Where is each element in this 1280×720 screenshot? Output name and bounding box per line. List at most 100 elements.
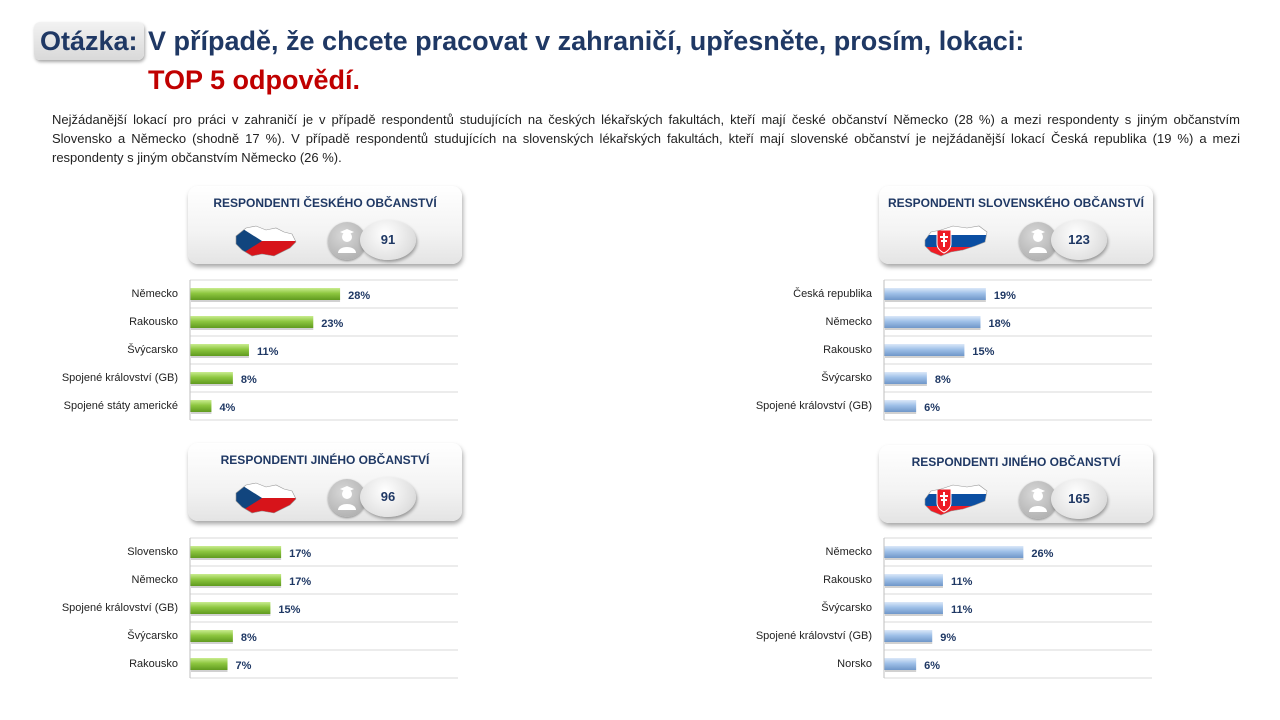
panel-header-card: RESPONDENTI JINÉHO OBČANSTVÍ 165 (879, 445, 1153, 523)
bar (884, 288, 986, 300)
bar-shadow (885, 356, 965, 358)
bar-chart: Slovensko 17% Německo 17% Spojené království… (62, 537, 458, 679)
bar (884, 602, 943, 614)
bar (190, 400, 212, 412)
value-label: 6% (924, 660, 940, 672)
question-label: Otázka: (34, 22, 144, 60)
bar-shadow (191, 356, 249, 358)
value-label: 11% (257, 346, 279, 358)
respondent-count: 123 (1051, 220, 1107, 260)
panel-title: RESPONDENTI SLOVENSKÉHO OBČANSTVÍ (887, 196, 1145, 210)
bar (884, 630, 933, 642)
category-label: Švýcarsko (821, 601, 872, 614)
panel-header-card: RESPONDENTI ČESKÉHO OBČANSTVÍ 91 (188, 186, 462, 264)
bar-shadow (885, 384, 927, 386)
respondent-count: 165 (1051, 479, 1107, 519)
category-label: Švýcarsko (127, 629, 178, 642)
bar (190, 316, 314, 328)
panel-header-card: RESPONDENTI JINÉHO OBČANSTVÍ 96 (188, 443, 462, 521)
bar (884, 546, 1024, 558)
value-label: 7% (236, 660, 252, 672)
value-label: 19% (994, 290, 1016, 302)
panel-title: RESPONDENTI JINÉHO OBČANSTVÍ (220, 453, 430, 467)
value-label: 17% (289, 548, 311, 560)
bar-shadow (885, 670, 917, 672)
value-label: 9% (940, 632, 956, 644)
bar-shadow (885, 558, 1024, 560)
summary-text: Nejžádanější lokací pro práci v zahranič… (52, 112, 1240, 165)
bar (884, 574, 943, 586)
bar-shadow (191, 384, 233, 386)
bar (190, 630, 233, 642)
bar-shadow (191, 642, 233, 644)
slovak-flag-map-icon (924, 484, 988, 516)
category-label: Spojené království (GB) (62, 602, 178, 614)
bar-shadow (885, 412, 917, 414)
student-icon (328, 479, 366, 517)
value-label: 28% (348, 290, 370, 302)
value-label: 26% (1031, 548, 1053, 560)
bar-shadow (191, 670, 228, 672)
student-icon (1019, 222, 1057, 260)
bar-chart: Německo 28% Rakousko 23% Švýcarsko 11% Spojené… (62, 279, 458, 421)
value-label: 11% (951, 576, 973, 588)
panel-title: RESPONDENTI JINÉHO OBČANSTVÍ (911, 455, 1121, 469)
category-label: Německo (826, 316, 872, 328)
category-label: Rakousko (823, 344, 872, 356)
panel-title: RESPONDENTI ČESKÉHO OBČANSTVÍ (213, 196, 437, 210)
category-label: Spojené království (GB) (62, 372, 178, 384)
bar-chart: Německo 26% Rakousko 11% Švýcarsko 11% Spojené… (756, 537, 1152, 679)
bar (190, 372, 233, 384)
category-label: Švýcarsko (821, 371, 872, 384)
category-label: Rakousko (823, 574, 872, 586)
student-icon (1019, 481, 1057, 519)
category-label: Slovensko (127, 546, 178, 558)
bar (884, 658, 917, 670)
bar (884, 316, 981, 328)
bar (884, 372, 927, 384)
category-label: Rakousko (129, 658, 178, 670)
bar-shadow (885, 328, 981, 330)
bar-shadow (191, 300, 341, 302)
bar (190, 658, 228, 670)
category-label: Německo (132, 574, 178, 586)
bar (190, 574, 282, 586)
category-label: Spojené království (GB) (756, 630, 872, 642)
value-label: 8% (241, 632, 257, 644)
question-subtitle: TOP 5 odpovědí. (148, 65, 361, 95)
bar (190, 602, 271, 614)
bar-shadow (885, 586, 943, 588)
category-label: Švýcarsko (127, 343, 178, 356)
czech-flag-map-icon (235, 482, 297, 514)
student-icon (328, 222, 366, 260)
value-label: 15% (972, 346, 994, 358)
panel-header-card: RESPONDENTI SLOVENSKÉHO OBČANSTVÍ 123 (879, 186, 1153, 264)
category-label: Česká republika (793, 287, 873, 300)
bar (190, 546, 282, 558)
value-label: 17% (289, 576, 311, 588)
value-label: 15% (278, 604, 300, 616)
czech-flag-map-icon (235, 225, 297, 257)
value-label: 4% (219, 402, 235, 414)
bar-shadow (191, 586, 282, 588)
value-label: 18% (988, 318, 1010, 330)
bar-chart: Česká republika 19% Německo 18% Rakousko 15% Š… (756, 279, 1152, 421)
bar-shadow (191, 558, 282, 560)
bar (884, 344, 965, 356)
bar-shadow (191, 328, 314, 330)
bar (190, 344, 249, 356)
value-label: 6% (924, 402, 940, 414)
bar-shadow (885, 300, 986, 302)
category-label: Rakousko (129, 316, 178, 328)
respondent-count: 96 (360, 477, 416, 517)
bar (190, 288, 341, 300)
respondent-count: 91 (360, 220, 416, 260)
category-label: Německo (132, 288, 178, 300)
value-label: 11% (951, 604, 973, 616)
bar (884, 400, 917, 412)
value-label: 8% (935, 374, 951, 386)
question-text: V případě, že chcete pracovat v zahranič… (148, 26, 1025, 56)
bar-shadow (191, 412, 212, 414)
category-label: Norsko (837, 658, 872, 670)
bar-shadow (191, 614, 271, 616)
